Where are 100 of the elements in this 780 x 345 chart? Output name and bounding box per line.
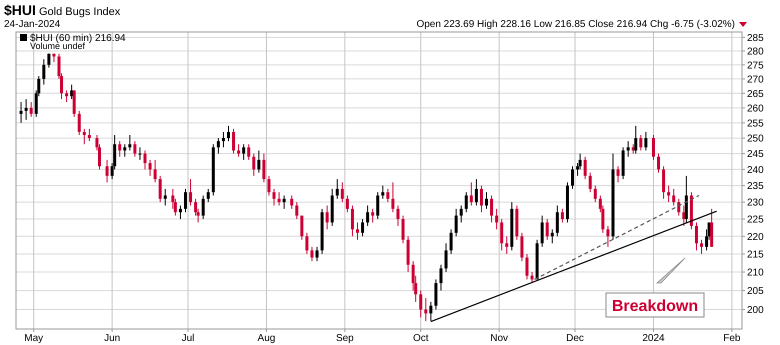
y-tick-label: 225	[747, 214, 764, 226]
y-tick-label: 270	[747, 74, 764, 86]
candlestick	[386, 188, 390, 203]
candlestick	[24, 98, 28, 120]
candlestick	[657, 153, 660, 174]
y-tick-label: 285	[747, 32, 764, 44]
candlestick	[396, 204, 400, 226]
x-tick-label: May	[24, 333, 44, 344]
candlestick	[106, 159, 109, 183]
candlestick	[300, 215, 304, 240]
candlestick	[356, 222, 359, 240]
candlestick	[616, 166, 620, 183]
candlestick	[632, 144, 635, 154]
x-tick-label: Jun	[104, 333, 120, 344]
x-tick-label: Dec	[566, 333, 584, 344]
candlestick	[133, 140, 136, 158]
candlestick	[381, 185, 384, 200]
candlestick	[634, 125, 638, 154]
candlestick	[282, 194, 286, 210]
candlestick	[460, 204, 463, 223]
candlestick	[546, 218, 549, 240]
candlestick	[584, 156, 587, 180]
x-tick-label: Feb	[723, 333, 741, 344]
candlestick	[672, 188, 676, 206]
candlestick	[434, 278, 438, 310]
candlestick	[419, 290, 422, 318]
candlestick	[530, 272, 534, 284]
candlestick	[525, 253, 528, 280]
candlestick	[72, 90, 76, 118]
candlestick	[594, 185, 597, 203]
candlestick	[556, 204, 559, 237]
candlestick	[694, 222, 698, 251]
candlestick	[495, 208, 498, 230]
candlestick	[371, 208, 374, 223]
candlestick	[505, 236, 508, 254]
candlestick	[184, 188, 187, 213]
candlestick	[350, 204, 354, 237]
candlestick	[118, 140, 122, 158]
text: Open 223.69 High 228.16 Low 216.85 Close 216.94 Chg -6.75 (-3.02%)	[416, 19, 735, 30]
candlestick	[490, 194, 494, 223]
annotation: Volume undef	[30, 41, 86, 51]
x-tick-label: Nov	[490, 333, 508, 344]
candlestick	[450, 228, 453, 254]
legend-label: $HUI (60 min) 216.94	[30, 33, 126, 44]
candlestick	[644, 131, 648, 151]
y-tick-label: 245	[747, 149, 764, 160]
y-tick-label: 275	[747, 60, 764, 72]
candlestick	[30, 102, 33, 118]
candlestick	[144, 150, 147, 170]
candlestick	[295, 202, 298, 220]
candlestick	[500, 218, 504, 251]
candlestick	[202, 194, 205, 220]
candlestick	[626, 140, 630, 158]
candlestick	[257, 150, 260, 174]
y-tick-label: 205	[747, 286, 764, 298]
candlestick	[305, 232, 308, 254]
candlestick	[78, 110, 81, 136]
candlestick	[662, 166, 666, 200]
candlestick	[700, 239, 704, 254]
chart-title: $HUI Gold Bugs Index	[4, 2, 121, 18]
candlestick	[42, 58, 46, 86]
y-tick-label: 210	[747, 268, 764, 279]
x-tick-label: 2024	[642, 333, 666, 344]
candlestick	[402, 215, 405, 244]
candlestick	[237, 144, 240, 158]
candlestick	[226, 125, 230, 142]
candlestick	[346, 194, 349, 213]
candlestick	[247, 144, 250, 160]
candlestick	[540, 215, 544, 248]
candlestick	[361, 218, 364, 237]
candlestick	[550, 228, 554, 244]
y-tick-label: 240	[747, 164, 764, 176]
y-tick-label: 260	[747, 103, 764, 114]
candlestick	[252, 153, 256, 176]
candlestick	[278, 192, 281, 206]
candlestick	[290, 194, 294, 210]
candlestick	[474, 178, 478, 206]
candlestick	[376, 192, 380, 220]
candlestick	[128, 134, 132, 151]
y-tick-label: 220	[747, 232, 764, 243]
y-tick-label: 215	[747, 249, 764, 260]
candlestick	[439, 264, 442, 292]
candlestick	[88, 128, 91, 142]
y-tick-label: 230	[747, 198, 764, 209]
candlestick	[588, 172, 592, 193]
candlestick	[424, 298, 428, 322]
x-tick-label: Aug	[258, 333, 276, 344]
y-tick-label: 200	[747, 305, 764, 316]
candlestick	[189, 178, 192, 206]
candlestick	[148, 159, 152, 176]
candlestick	[444, 242, 448, 273]
candlestick	[242, 144, 246, 160]
candlestick	[480, 185, 483, 213]
y-tick-label: 235	[747, 181, 764, 192]
annotation: Breakdown	[612, 298, 698, 315]
candlestick	[470, 182, 473, 206]
y-tick-label: 280	[747, 46, 764, 58]
candlestick	[606, 225, 610, 248]
candlestick	[310, 246, 314, 262]
x-tick-label: Jul	[182, 333, 194, 344]
